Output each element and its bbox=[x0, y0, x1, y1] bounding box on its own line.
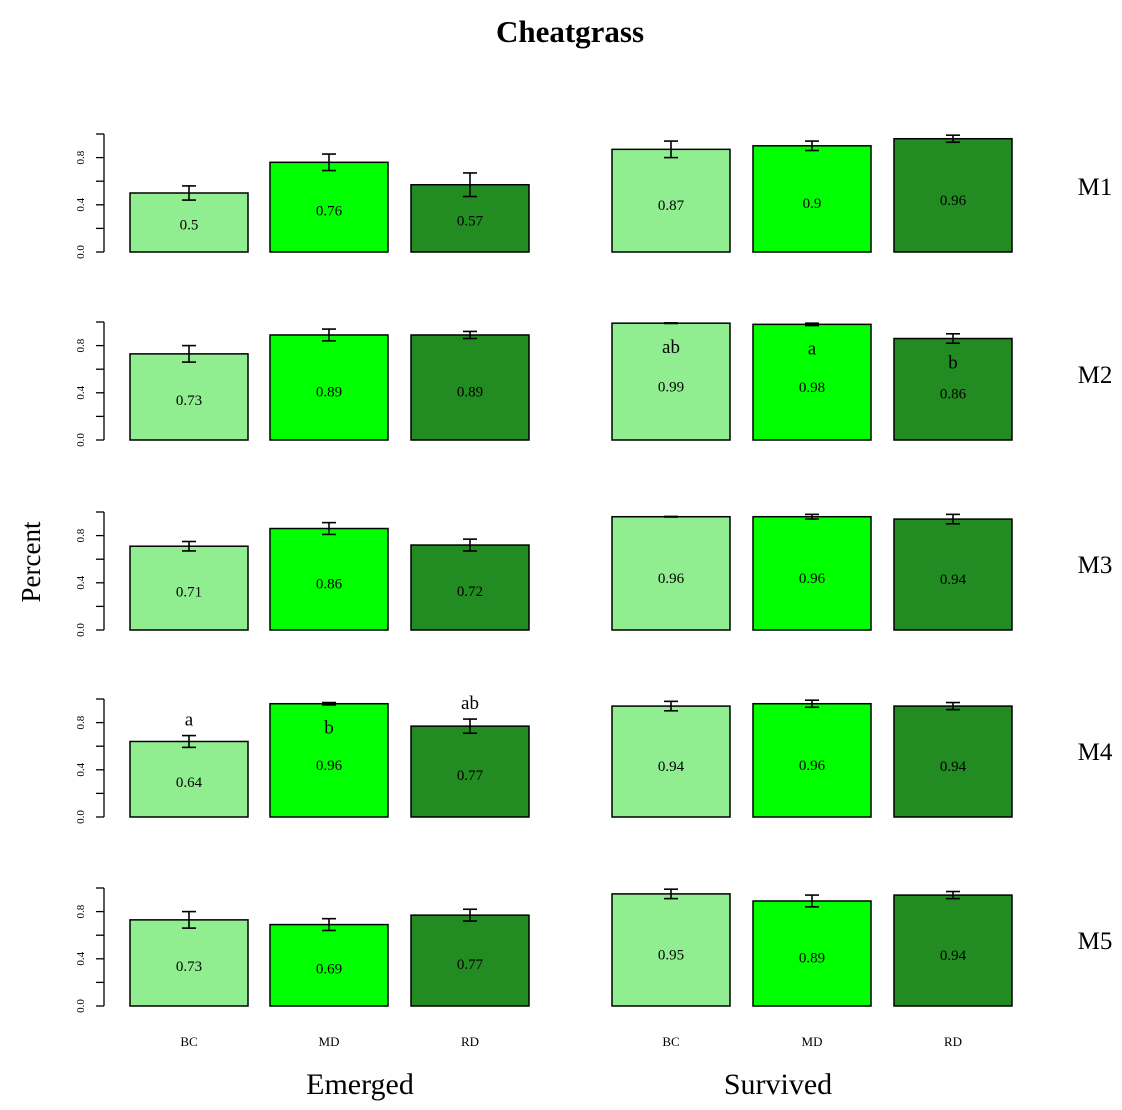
y-tick-label: 0.4 bbox=[75, 575, 87, 589]
y-tick-label: 0.8 bbox=[75, 904, 87, 918]
bar-m5-survived-md bbox=[752, 900, 872, 1007]
data-label: 0.86 bbox=[940, 386, 967, 402]
bar-m1-emerged-bc bbox=[129, 192, 249, 253]
bar-m5-survived-bc bbox=[611, 893, 731, 1007]
row-label-m4: M4 bbox=[1078, 739, 1113, 766]
bar-m3-survived-bc bbox=[611, 515, 731, 631]
y-tick-label: 0.0 bbox=[75, 623, 87, 637]
y-tick-label: 0.4 bbox=[75, 951, 87, 965]
data-label: 0.57 bbox=[457, 214, 484, 230]
bar-m3-survived-rd bbox=[893, 518, 1013, 631]
row-label-m2: M2 bbox=[1078, 362, 1113, 389]
y-tick-label: 0.0 bbox=[75, 999, 87, 1013]
bar-m3-emerged-rd bbox=[410, 544, 530, 631]
data-label: 0.87 bbox=[658, 198, 685, 214]
y-tick-label: 0.0 bbox=[75, 810, 87, 824]
data-label: 0.89 bbox=[316, 385, 342, 401]
data-label: 0.77 bbox=[457, 768, 484, 784]
significance-letter: b bbox=[324, 718, 334, 739]
significance-letter: ab bbox=[461, 693, 479, 714]
bar-m4-survived-md bbox=[752, 702, 872, 818]
data-label: 0.96 bbox=[799, 758, 826, 774]
data-label: 0.94 bbox=[658, 759, 685, 775]
bar-m1-survived-rd bbox=[893, 137, 1013, 253]
bar-m1-emerged-md bbox=[269, 161, 389, 253]
data-label: 0.9 bbox=[803, 196, 822, 212]
data-label: 0.89 bbox=[457, 385, 483, 401]
data-label: 0.96 bbox=[940, 193, 967, 209]
row-label-m5: M5 bbox=[1078, 928, 1113, 955]
x-tick-label: MD bbox=[319, 1034, 340, 1049]
x-tick-label: MD bbox=[802, 1034, 823, 1049]
y-axis-label: Percent bbox=[16, 521, 46, 602]
significance-letter: a bbox=[808, 338, 817, 359]
y-tick-label: 0.8 bbox=[75, 528, 87, 542]
y-tick-label: 0.4 bbox=[75, 385, 87, 399]
data-label: 0.73 bbox=[176, 959, 202, 975]
y-tick-label: 0.8 bbox=[75, 150, 87, 164]
bar-m4-emerged-md bbox=[269, 702, 389, 818]
bar-m2-emerged-bc bbox=[129, 353, 249, 441]
data-label: 0.96 bbox=[658, 571, 685, 587]
bar-m5-emerged-bc bbox=[129, 919, 249, 1007]
y-tick-label: 0.8 bbox=[75, 715, 87, 729]
bar-m2-survived-bc bbox=[611, 322, 731, 441]
y-tick-label: 0.4 bbox=[75, 197, 87, 211]
y-tick-label: 0.0 bbox=[75, 245, 87, 259]
significance-letter: ab bbox=[662, 337, 680, 358]
data-label: 0.96 bbox=[799, 571, 826, 587]
chart-title: Cheatgrass bbox=[496, 14, 644, 49]
data-label: 0.71 bbox=[176, 584, 202, 600]
y-tick-label: 0.0 bbox=[75, 433, 87, 447]
bar-m2-emerged-md bbox=[269, 334, 389, 441]
data-label: 0.86 bbox=[316, 576, 343, 592]
bar-m2-emerged-rd bbox=[410, 334, 530, 441]
data-label: 0.98 bbox=[799, 380, 825, 396]
x-tick-label: BC bbox=[662, 1034, 679, 1049]
x-tick-label: RD bbox=[461, 1034, 479, 1049]
data-label: 0.5 bbox=[180, 217, 199, 233]
significance-letter: b bbox=[948, 353, 958, 374]
data-label: 0.76 bbox=[316, 204, 343, 220]
significance-letter: a bbox=[185, 710, 194, 731]
bar-m3-emerged-md bbox=[269, 527, 389, 631]
x-tick-label: BC bbox=[180, 1034, 197, 1049]
data-label: 0.77 bbox=[457, 957, 484, 973]
x-group-label-survived: Survived bbox=[724, 1068, 832, 1101]
bar-m5-survived-rd bbox=[893, 894, 1013, 1007]
bar-m3-survived-md bbox=[752, 515, 872, 631]
panels: M1 0.0 0.4 0.8 0.5 0.76 0.57 0.87 0.9 0.96 M2 0.0 0.… bbox=[75, 133, 1113, 1049]
data-label: 0.95 bbox=[658, 948, 684, 964]
data-label: 0.94 bbox=[940, 759, 967, 775]
y-tick-label: 0.4 bbox=[75, 762, 87, 776]
data-label: 0.94 bbox=[940, 572, 967, 588]
data-label: 0.64 bbox=[176, 775, 203, 791]
bar-m5-emerged-md bbox=[269, 923, 389, 1007]
x-group-label-emerged: Emerged bbox=[306, 1068, 414, 1101]
bar-m2-survived-md bbox=[752, 323, 872, 441]
x-tick-label: RD bbox=[944, 1034, 962, 1049]
bar-m1-survived-bc bbox=[611, 148, 731, 253]
row-label-m3: M3 bbox=[1078, 552, 1113, 579]
bar-m4-survived-rd bbox=[893, 705, 1013, 818]
y-tick-label: 0.8 bbox=[75, 338, 87, 352]
bar-m4-survived-bc bbox=[611, 705, 731, 818]
bar-m4-emerged-rd bbox=[410, 725, 530, 818]
data-label: 0.72 bbox=[457, 584, 483, 600]
bar-m5-emerged-rd bbox=[410, 914, 530, 1007]
data-label: 0.69 bbox=[316, 961, 342, 977]
data-label: 0.96 bbox=[316, 758, 343, 774]
bar-m1-survived-md bbox=[752, 145, 872, 253]
row-label-m1: M1 bbox=[1078, 174, 1113, 201]
data-label: 0.89 bbox=[799, 951, 825, 967]
bar-m2-survived-rd bbox=[893, 337, 1013, 441]
data-label: 0.73 bbox=[176, 393, 202, 409]
data-label: 0.94 bbox=[940, 948, 967, 964]
data-label: 0.99 bbox=[658, 379, 684, 395]
